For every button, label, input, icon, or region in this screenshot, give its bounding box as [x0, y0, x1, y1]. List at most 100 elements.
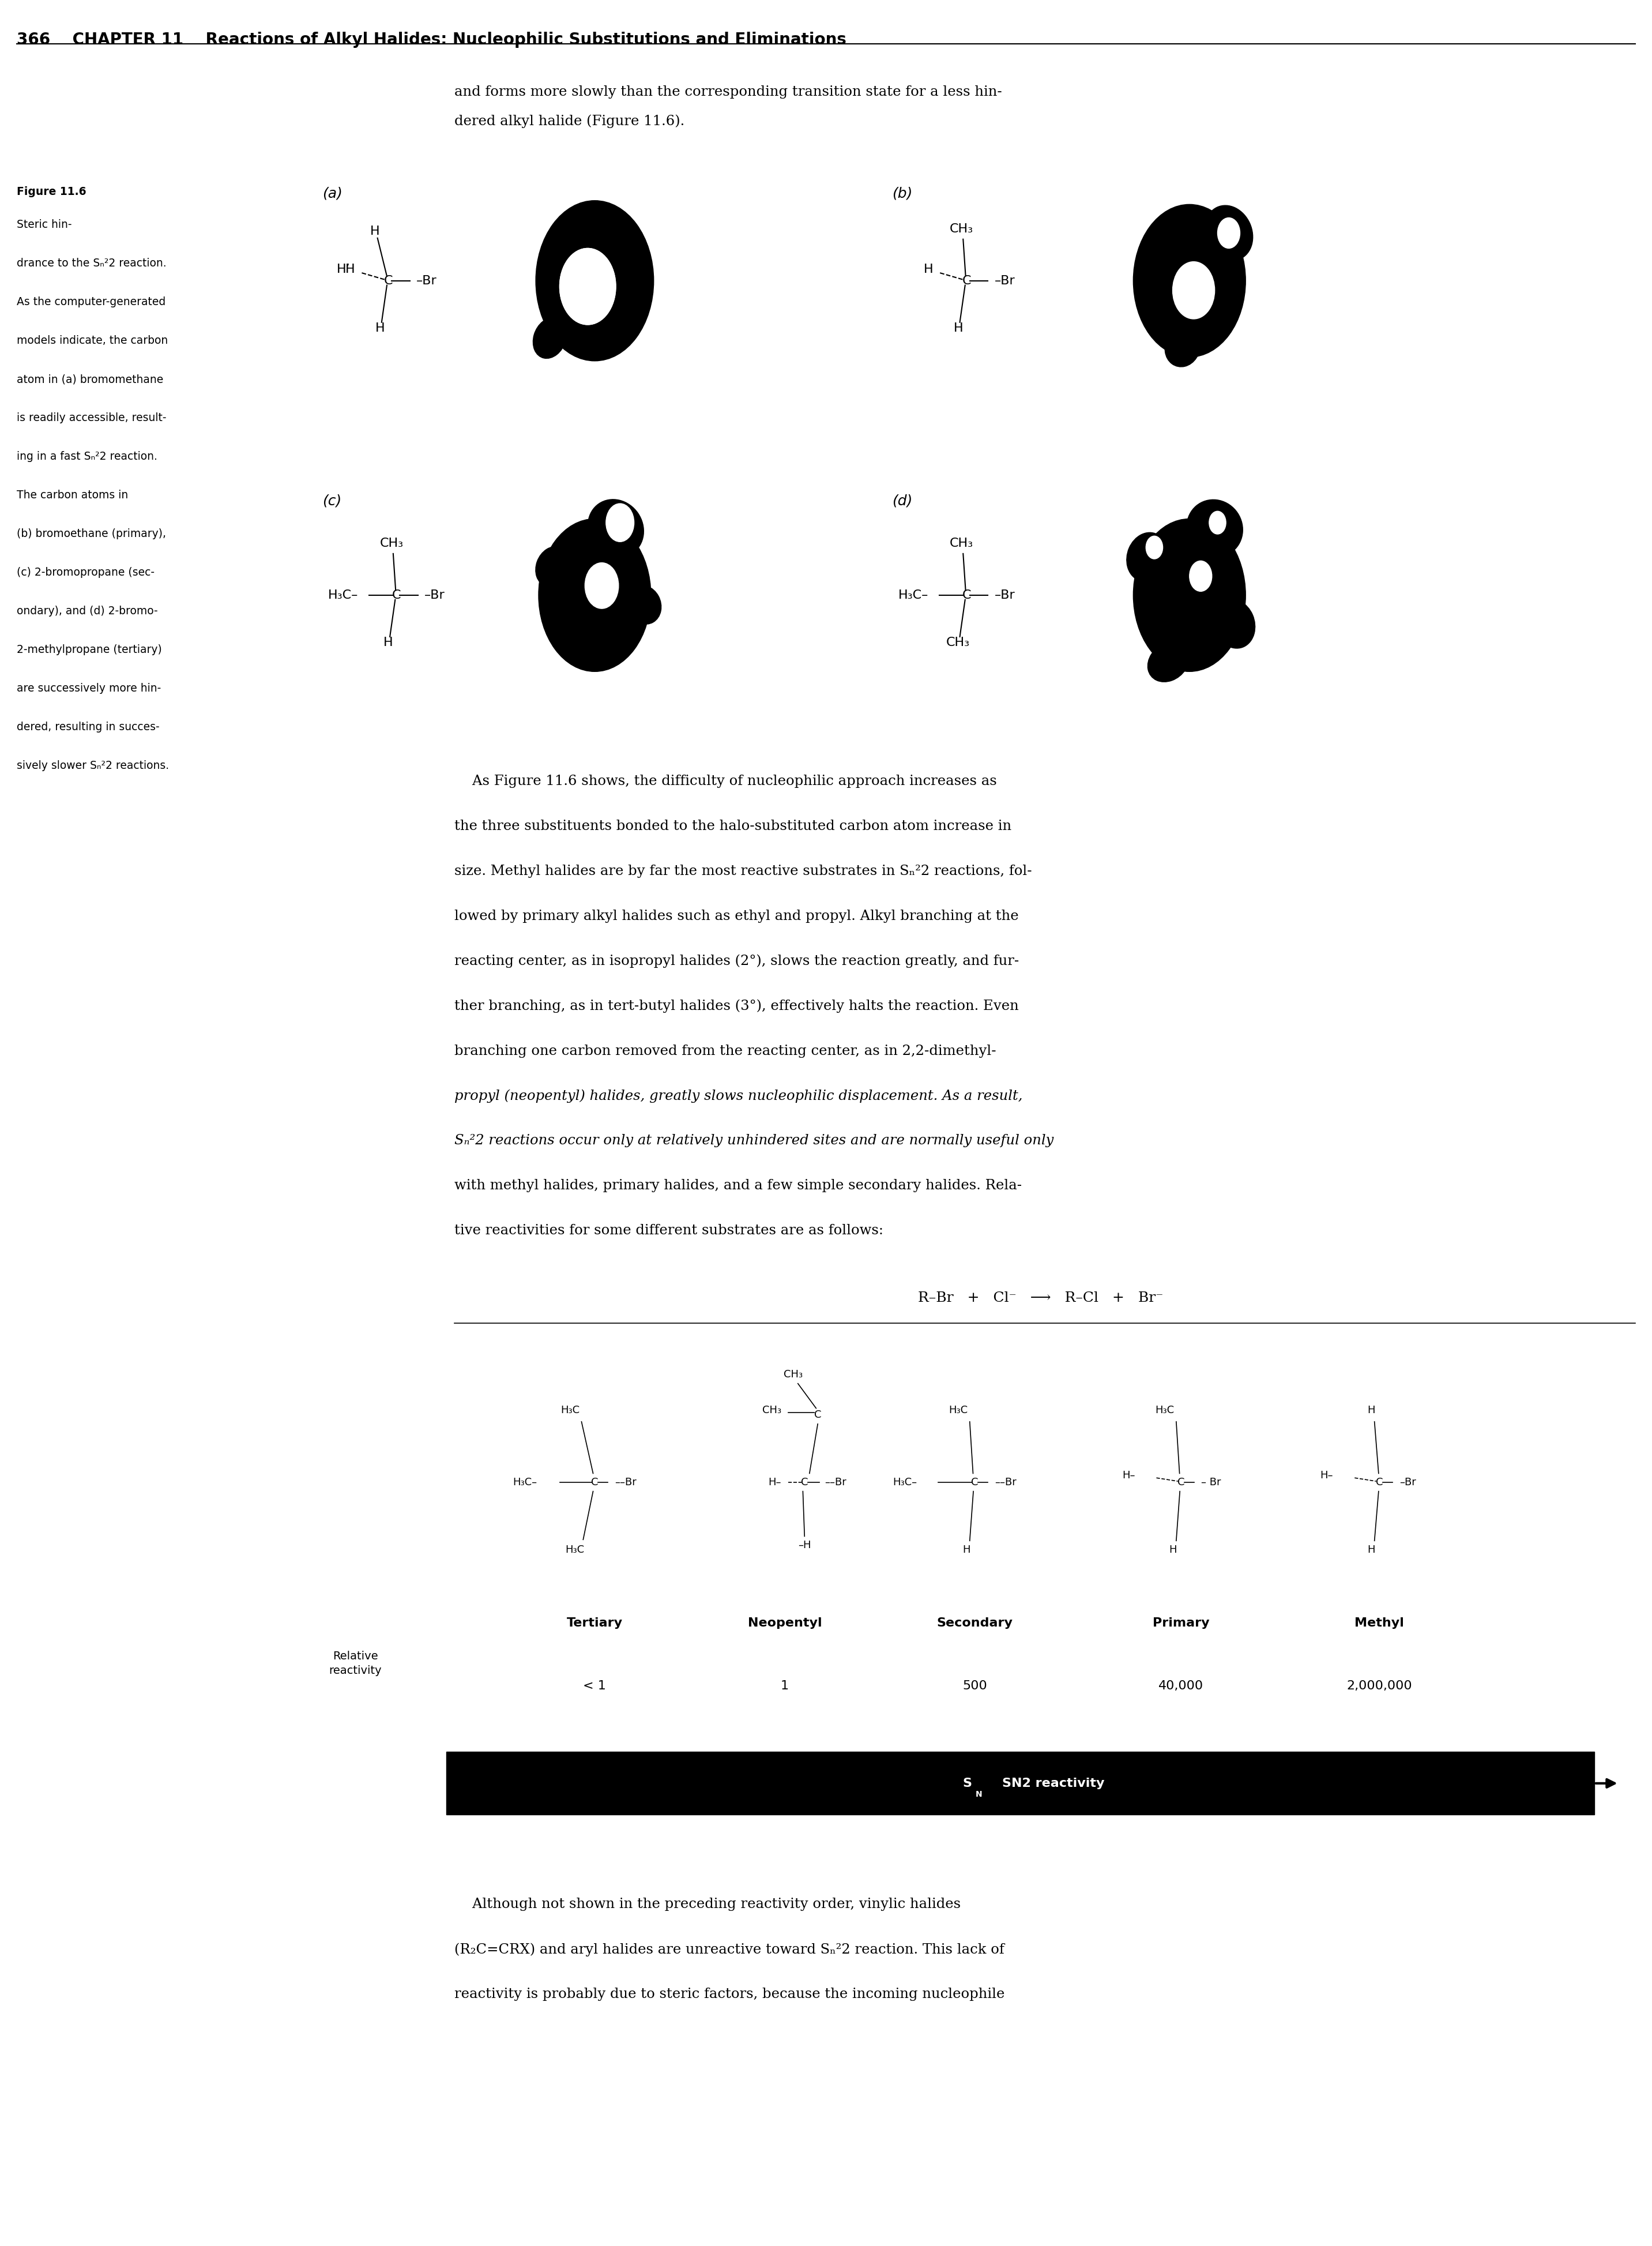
Text: N: N — [975, 1790, 983, 1799]
Text: H–: H– — [1320, 1471, 1333, 1480]
Ellipse shape — [1127, 532, 1168, 582]
Text: H: H — [953, 321, 963, 335]
Text: –Br: –Br — [425, 588, 444, 602]
Text: C: C — [1376, 1478, 1383, 1487]
Text: ing in a fast Sₙ²2 reaction.: ing in a fast Sₙ²2 reaction. — [17, 451, 157, 463]
Text: models indicate, the carbon: models indicate, the carbon — [17, 335, 169, 346]
Text: H₃C–: H₃C– — [892, 1478, 917, 1487]
Text: H₃C: H₃C — [560, 1406, 580, 1415]
Text: sively slower Sₙ²2 reactions.: sively slower Sₙ²2 reactions. — [17, 759, 169, 770]
Text: with methyl halides, primary halides, and a few simple secondary halides. Rela-: with methyl halides, primary halides, an… — [454, 1179, 1021, 1193]
Text: H₃C: H₃C — [565, 1545, 585, 1554]
Text: the three substituents bonded to the halo-substituted carbon atom increase in: the three substituents bonded to the hal… — [454, 820, 1011, 833]
Text: CH₃: CH₃ — [950, 537, 973, 550]
Circle shape — [1133, 519, 1246, 672]
Circle shape — [1173, 261, 1214, 319]
Text: H: H — [1368, 1545, 1374, 1554]
Ellipse shape — [1186, 499, 1242, 557]
Text: S: S — [963, 1777, 971, 1790]
Ellipse shape — [535, 546, 570, 586]
Text: 2,000,000: 2,000,000 — [1346, 1680, 1412, 1691]
Text: H: H — [1170, 1545, 1176, 1554]
Text: branching one carbon removed from the reacting center, as in 2,2-dimethyl-: branching one carbon removed from the re… — [454, 1044, 996, 1058]
Circle shape — [539, 519, 651, 672]
Text: H’: H’ — [337, 263, 350, 276]
Text: 1: 1 — [781, 1680, 788, 1691]
Ellipse shape — [1148, 222, 1175, 256]
Text: C: C — [591, 1478, 598, 1487]
Text: 366    CHAPTER 11    Reactions of Alkyl Halides: Nucleophilic Substitutions and : 366 CHAPTER 11 Reactions of Alkyl Halide… — [17, 31, 846, 47]
Text: H₃C: H₃C — [948, 1406, 968, 1415]
Text: C: C — [383, 274, 393, 287]
Text: C: C — [801, 1478, 808, 1487]
Text: C: C — [961, 274, 971, 287]
Text: atom in (a) bromomethane: atom in (a) bromomethane — [17, 373, 164, 384]
Text: drance to the Sₙ²2 reaction.: drance to the Sₙ²2 reaction. — [17, 258, 167, 270]
Text: The carbon atoms in: The carbon atoms in — [17, 490, 127, 501]
Circle shape — [535, 200, 654, 362]
Text: ––Br: ––Br — [615, 1478, 636, 1487]
Text: H–: H– — [1122, 1471, 1135, 1480]
Text: 2-methylpropane (tertiary): 2-methylpropane (tertiary) — [17, 645, 162, 656]
Text: reactivity is probably due to steric factors, because the incoming nucleophile: reactivity is probably due to steric fac… — [454, 1988, 1004, 2001]
Text: Although not shown in the preceding reactivity order, vinylic halides: Although not shown in the preceding reac… — [454, 1898, 961, 1911]
Text: (b) bromoethane (primary),: (b) bromoethane (primary), — [17, 528, 165, 539]
Text: Neopentyl: Neopentyl — [748, 1617, 821, 1628]
Circle shape — [585, 564, 618, 609]
Text: C: C — [1178, 1478, 1184, 1487]
Text: As the computer-generated: As the computer-generated — [17, 296, 165, 308]
Text: H–: H– — [768, 1478, 781, 1487]
Text: C: C — [392, 588, 401, 602]
Text: (R₂C=CRX) and aryl halides are unreactive toward Sₙ²2 reaction. This lack of: (R₂C=CRX) and aryl halides are unreactiv… — [454, 1943, 1004, 1956]
Text: –Br: –Br — [416, 274, 436, 287]
Text: CH₃: CH₃ — [380, 537, 403, 550]
Circle shape — [1209, 512, 1226, 535]
Ellipse shape — [1148, 642, 1189, 683]
Text: H: H — [963, 1545, 970, 1554]
Text: Methyl: Methyl — [1355, 1617, 1404, 1628]
Text: is readily accessible, result-: is readily accessible, result- — [17, 413, 167, 422]
Text: Secondary: Secondary — [937, 1617, 1013, 1628]
Text: ––Br: ––Br — [824, 1478, 846, 1487]
Text: – Br: – Br — [1201, 1478, 1221, 1487]
Text: ––Br: ––Br — [995, 1478, 1016, 1487]
Ellipse shape — [534, 317, 567, 359]
Circle shape — [1146, 537, 1163, 559]
Text: dered, resulting in succes-: dered, resulting in succes- — [17, 721, 159, 732]
Ellipse shape — [588, 499, 644, 557]
Text: and forms more slowly than the corresponding transition state for a less hin-: and forms more slowly than the correspon… — [454, 85, 1003, 99]
Text: –Br: –Br — [995, 274, 1014, 287]
Text: H: H — [375, 321, 385, 335]
Text: (a): (a) — [322, 186, 342, 200]
Text: Tertiary: Tertiary — [567, 1617, 623, 1628]
Text: dered alkyl halide (Figure 11.6).: dered alkyl halide (Figure 11.6). — [454, 115, 684, 128]
Text: CH₃: CH₃ — [950, 222, 973, 236]
Text: –Br: –Br — [1399, 1478, 1416, 1487]
Text: 500: 500 — [963, 1680, 986, 1691]
Text: reacting center, as in isopropyl halides (2°), slows the reaction greatly, and f: reacting center, as in isopropyl halides… — [454, 955, 1019, 968]
Text: R–Br   +   Cl⁻   ⟶   R–Cl   +   Br⁻: R–Br + Cl⁻ ⟶ R–Cl + Br⁻ — [919, 1291, 1163, 1305]
Text: ondary), and (d) 2-bromo-: ondary), and (d) 2-bromo- — [17, 606, 157, 615]
Text: H₃C–: H₃C– — [329, 588, 358, 602]
Text: CH₃: CH₃ — [947, 636, 970, 649]
Text: H₃C: H₃C — [1155, 1406, 1175, 1415]
Text: (c) 2-bromopropane (sec-: (c) 2-bromopropane (sec- — [17, 566, 154, 577]
Text: tive reactivities for some different substrates are as follows:: tive reactivities for some different sub… — [454, 1224, 884, 1238]
FancyBboxPatch shape — [446, 1752, 1594, 1815]
Circle shape — [1133, 204, 1246, 357]
Text: < 1: < 1 — [583, 1680, 606, 1691]
Text: CH₃: CH₃ — [762, 1406, 781, 1415]
Text: H: H — [345, 263, 355, 276]
Text: lowed by primary alkyl halides such as ethyl and propyl. Alkyl branching at the: lowed by primary alkyl halides such as e… — [454, 910, 1019, 923]
Text: SN2 reactivity: SN2 reactivity — [1003, 1777, 1104, 1790]
Circle shape — [560, 249, 616, 326]
Text: propyl (⁠neopentyl⁠) halides, greatly slows nucleophilic displacement. As a resu: propyl (⁠neopentyl⁠) halides, greatly sl… — [454, 1089, 1023, 1103]
Circle shape — [560, 249, 616, 326]
Text: As Figure 11.6 shows, the difficulty of nucleophilic approach increases as: As Figure 11.6 shows, the difficulty of … — [454, 775, 996, 788]
Ellipse shape — [1204, 204, 1252, 261]
Ellipse shape — [1165, 328, 1199, 366]
Text: H: H — [923, 263, 933, 276]
Text: –H: –H — [798, 1541, 811, 1550]
Text: H₃C–: H₃C– — [899, 588, 928, 602]
Text: size. Methyl halides are by far the most reactive substrates in Sₙ²2 reactions, : size. Methyl halides are by far the most… — [454, 865, 1032, 878]
